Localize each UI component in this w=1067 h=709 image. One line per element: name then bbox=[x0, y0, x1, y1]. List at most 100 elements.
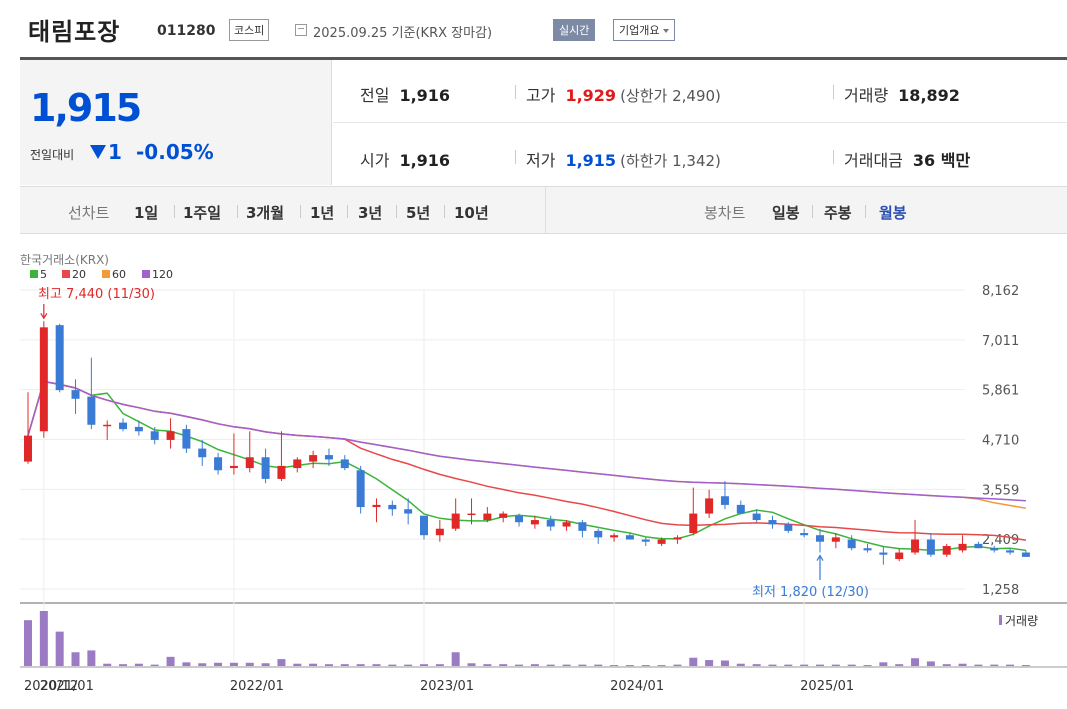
tab-1week[interactable]: 1주일 bbox=[183, 204, 222, 222]
volume-bar bbox=[768, 664, 777, 666]
volume-bar bbox=[942, 664, 951, 666]
high-label: 고가 bbox=[526, 86, 556, 105]
volume-bar bbox=[39, 611, 48, 666]
calendar-icon bbox=[295, 24, 307, 36]
tab-3year[interactable]: 3년 bbox=[358, 204, 383, 222]
volume-bar bbox=[863, 665, 872, 667]
open-label: 시가 bbox=[360, 151, 390, 170]
tab-1day[interactable]: 1일 bbox=[134, 204, 159, 222]
candle-body bbox=[847, 539, 856, 549]
volume-bars: 거래량 bbox=[24, 611, 1038, 667]
realtime-button[interactable]: 실시간 bbox=[553, 19, 596, 41]
candle-body bbox=[324, 455, 333, 460]
chevron-down-icon bbox=[663, 29, 670, 33]
prev-close-label: 전일 bbox=[360, 86, 390, 105]
volume-bar bbox=[720, 660, 729, 666]
candlestick-chart: 한국거래소(KRX) 5 20 60 120 8,162 7,011 5,861 4,710… bbox=[20, 253, 1067, 694]
legend-label-120: 120 bbox=[152, 268, 173, 281]
candle-body bbox=[673, 537, 682, 540]
candle-body bbox=[657, 539, 666, 544]
company-name: 태림포장 bbox=[28, 18, 121, 46]
chart-grid bbox=[20, 289, 1067, 668]
tab-daily[interactable]: 일봉 bbox=[772, 204, 800, 222]
stat-separator bbox=[515, 85, 516, 99]
stat-high: 고가 1,929 (상한가 2,490) bbox=[526, 82, 721, 106]
candle-body bbox=[705, 498, 714, 514]
legend-label-60: 60 bbox=[112, 268, 126, 281]
tab-monthly[interactable]: 월봉 bbox=[879, 204, 907, 222]
upper-limit: (상한가 2,490) bbox=[620, 87, 721, 105]
candle-body bbox=[229, 465, 238, 469]
stat-separator bbox=[833, 85, 834, 99]
candle-body bbox=[103, 424, 112, 427]
candle-body bbox=[404, 509, 413, 514]
volume-bar bbox=[562, 664, 571, 666]
open-value: 1,916 bbox=[399, 151, 451, 170]
volume-bar bbox=[673, 664, 682, 666]
chart-tabs: 선차트 1일 1주일 3개월 1년 3년 5년 10년 봉차트 일봉 주봉 월봉 bbox=[20, 186, 1067, 234]
arrow-up-icon bbox=[816, 554, 824, 561]
candle-body bbox=[958, 543, 967, 551]
volume-bar bbox=[1006, 664, 1015, 666]
stats-divider bbox=[333, 122, 1067, 123]
candle-body bbox=[182, 429, 191, 449]
tab-separator bbox=[237, 205, 238, 218]
tab-5year[interactable]: 5년 bbox=[406, 204, 431, 222]
tab-10year[interactable]: 10년 bbox=[454, 204, 489, 222]
stock-header: 태림포장 011280 코스피 2025.09.25 기준(KRX 장마감) 실… bbox=[0, 0, 1067, 56]
candle-body bbox=[530, 520, 539, 525]
high-value: 1,929 bbox=[565, 86, 617, 105]
candle-body bbox=[55, 325, 64, 391]
candle-body bbox=[166, 431, 175, 440]
candle-body bbox=[879, 552, 888, 555]
legend-swatch-20 bbox=[62, 270, 70, 278]
candle-body bbox=[942, 546, 951, 555]
tab-3month[interactable]: 3개월 bbox=[246, 204, 285, 222]
x-tick-label: 2020/12 bbox=[24, 679, 78, 694]
tab-separator bbox=[444, 205, 445, 218]
candle-body bbox=[435, 528, 444, 536]
candle-body bbox=[420, 515, 428, 536]
volume-bar bbox=[24, 620, 32, 666]
candle-body bbox=[784, 524, 793, 531]
tab-separator bbox=[865, 205, 866, 218]
candle-body bbox=[562, 522, 571, 527]
candle-body bbox=[1021, 552, 1030, 557]
company-overview-label: 기업개요 bbox=[619, 24, 660, 37]
volume-value: 18,892 bbox=[898, 86, 960, 105]
legend-swatch-60 bbox=[102, 270, 110, 278]
amount-label: 거래대금 bbox=[844, 151, 903, 170]
change-label: 전일대비 bbox=[30, 148, 75, 162]
tab-1year[interactable]: 1년 bbox=[310, 204, 335, 222]
candle-body bbox=[625, 535, 634, 540]
tab-weekly[interactable]: 주봉 bbox=[824, 204, 852, 222]
volume-bar bbox=[610, 665, 619, 667]
legend-swatch-5 bbox=[30, 270, 38, 278]
volume-bar bbox=[71, 652, 80, 666]
volume-bar bbox=[974, 664, 983, 666]
candle-body bbox=[689, 513, 698, 534]
arrow-down-icon bbox=[40, 312, 48, 320]
market-badge: 코스피 bbox=[229, 19, 270, 41]
candle-body bbox=[752, 513, 761, 521]
volume-legend-swatch bbox=[999, 615, 1002, 625]
volume-bar bbox=[451, 652, 460, 666]
volume-bar bbox=[198, 663, 207, 666]
candle-body bbox=[816, 535, 824, 542]
candle-body bbox=[467, 513, 476, 516]
volume-bar bbox=[420, 664, 428, 666]
low-value: 1,915 bbox=[565, 151, 617, 170]
volume-bar bbox=[752, 664, 761, 666]
stat-volume: 거래량 18,892 bbox=[844, 82, 960, 106]
legend-swatch-120 bbox=[142, 270, 150, 278]
tab-separator bbox=[174, 205, 175, 218]
volume-bar bbox=[1021, 665, 1030, 667]
as-of-date: 2025.09.25 기준(KRX 장마감) bbox=[313, 26, 493, 41]
current-price: 1,915 bbox=[30, 86, 142, 130]
candle-body bbox=[340, 459, 349, 469]
candle-body bbox=[293, 459, 302, 469]
company-overview-dropdown[interactable]: 기업개요 bbox=[613, 19, 676, 41]
volume-bar bbox=[926, 661, 935, 666]
tab-separator bbox=[300, 205, 301, 218]
candle-body bbox=[388, 504, 397, 510]
